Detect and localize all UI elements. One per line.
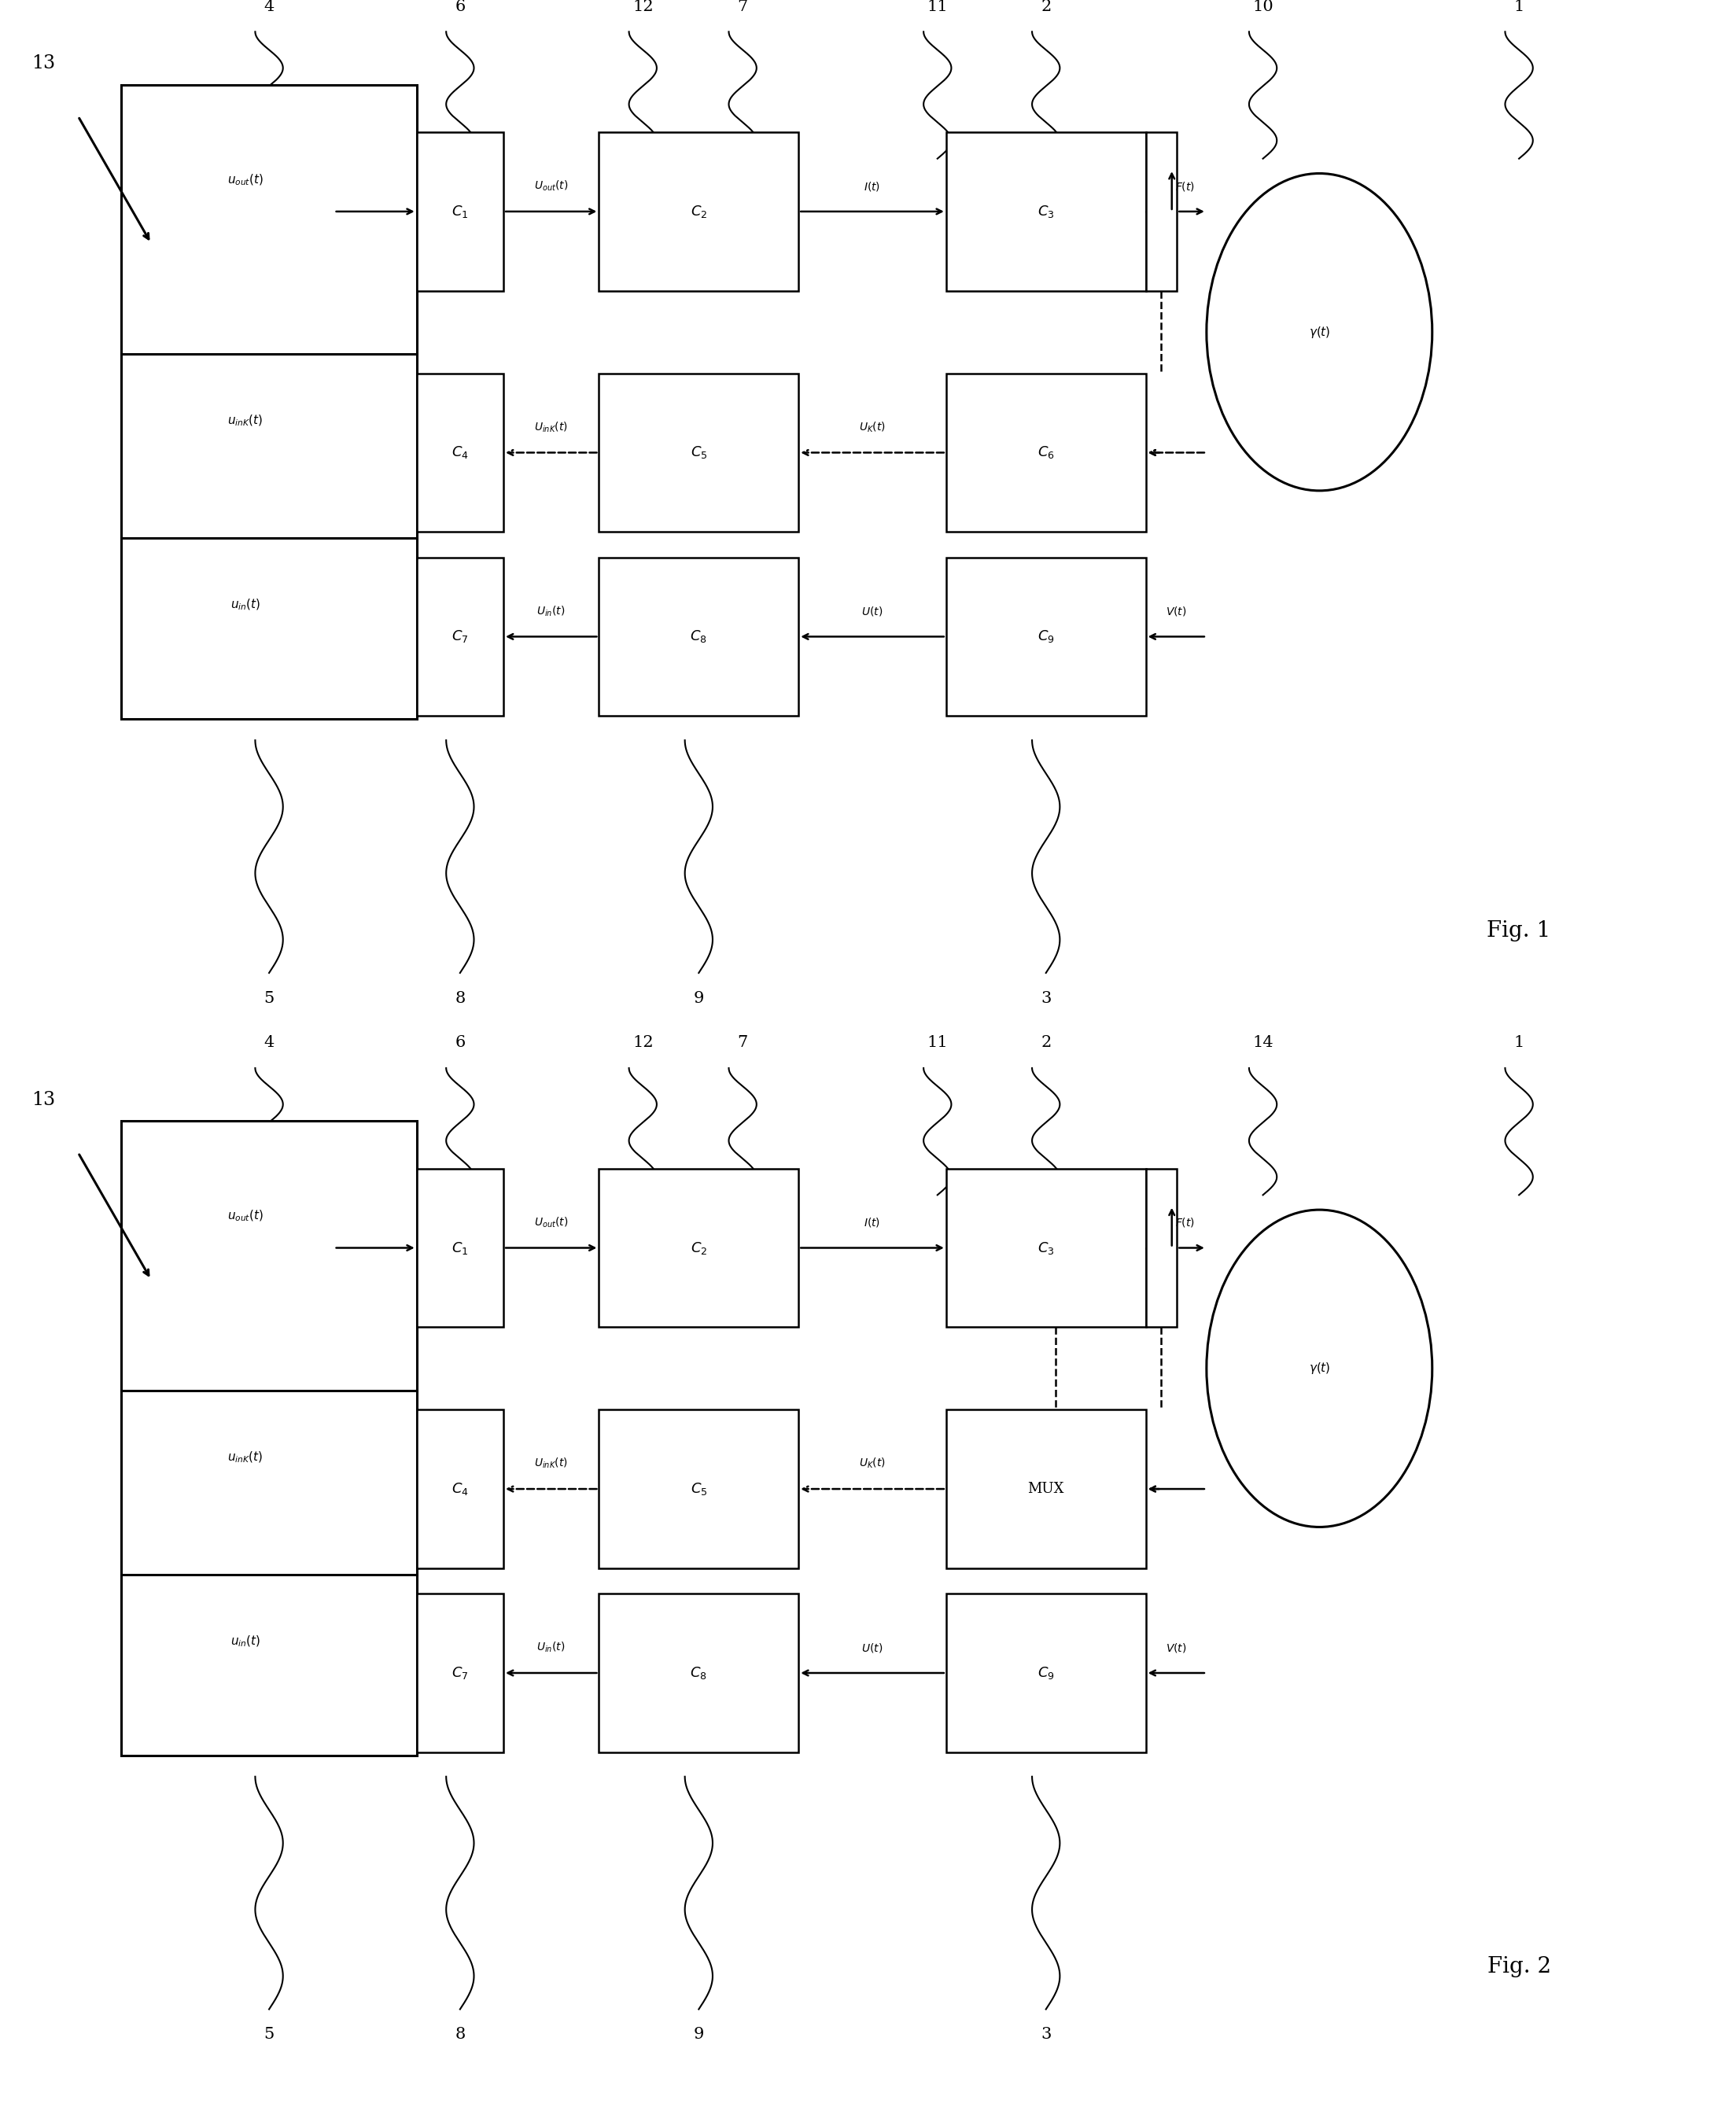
Bar <box>599 1595 799 1751</box>
Bar <box>122 85 417 719</box>
Bar <box>1146 131 1177 290</box>
Text: 2: 2 <box>1040 0 1052 15</box>
Text: $C_1$: $C_1$ <box>451 203 469 220</box>
Text: $u_{in}(t)$: $u_{in}(t)$ <box>231 1635 260 1648</box>
Bar <box>417 1167 503 1328</box>
Bar <box>417 1409 503 1567</box>
Text: $\gamma(t)$: $\gamma(t)$ <box>1309 1360 1330 1377</box>
Text: 1: 1 <box>1514 1034 1524 1051</box>
Text: $V(t)$: $V(t)$ <box>1165 1641 1187 1654</box>
Text: 11: 11 <box>927 0 948 15</box>
Bar <box>599 556 799 715</box>
Text: 11: 11 <box>927 1034 948 1051</box>
Bar <box>946 372 1146 531</box>
Text: 5: 5 <box>264 990 274 1007</box>
Text: 7: 7 <box>738 0 748 15</box>
Text: $C_9$: $C_9$ <box>1038 628 1054 645</box>
Text: $F(t)$: $F(t)$ <box>1175 180 1194 192</box>
Text: 1: 1 <box>1514 0 1524 15</box>
Text: $I(t)$: $I(t)$ <box>865 180 880 192</box>
Text: $F(t)$: $F(t)$ <box>1175 1216 1194 1229</box>
Text: Fig. 2: Fig. 2 <box>1488 1956 1550 1978</box>
Text: $C_8$: $C_8$ <box>691 628 707 645</box>
Bar <box>946 556 1146 715</box>
Bar <box>599 1167 799 1328</box>
Text: 5: 5 <box>264 2026 274 2043</box>
Text: $U_K(t)$: $U_K(t)$ <box>859 421 885 434</box>
Bar <box>599 372 799 531</box>
Text: 7: 7 <box>738 1034 748 1051</box>
Text: 10: 10 <box>1252 0 1274 15</box>
Bar <box>1146 1167 1177 1328</box>
Text: $u_{inK}(t)$: $u_{inK}(t)$ <box>227 1451 264 1464</box>
Text: $C_7$: $C_7$ <box>451 628 469 645</box>
Text: MUX: MUX <box>1028 1483 1064 1495</box>
Text: $U_{in}(t)$: $U_{in}(t)$ <box>536 605 566 618</box>
Text: $U_K(t)$: $U_K(t)$ <box>859 1457 885 1470</box>
Text: $C_1$: $C_1$ <box>451 1239 469 1256</box>
Bar <box>946 1167 1146 1328</box>
Text: $u_{in}(t)$: $u_{in}(t)$ <box>231 599 260 611</box>
Text: 3: 3 <box>1040 990 1052 1007</box>
Bar <box>417 1595 503 1751</box>
Text: $U(t)$: $U(t)$ <box>861 605 884 618</box>
Text: $u_{out}(t)$: $u_{out}(t)$ <box>227 1210 264 1222</box>
Ellipse shape <box>1207 1210 1432 1527</box>
Text: $C_3$: $C_3$ <box>1038 203 1054 220</box>
Bar <box>417 131 503 290</box>
Text: $U_{inK}(t)$: $U_{inK}(t)$ <box>535 421 568 434</box>
Bar <box>946 131 1146 290</box>
Text: $C_5$: $C_5$ <box>691 1480 707 1497</box>
Text: $u_{inK}(t)$: $u_{inK}(t)$ <box>227 415 264 427</box>
Text: $C_4$: $C_4$ <box>451 444 469 461</box>
Text: 12: 12 <box>632 1034 653 1051</box>
Text: 6: 6 <box>455 0 465 15</box>
Bar <box>599 1409 799 1567</box>
Text: $C_7$: $C_7$ <box>451 1665 469 1681</box>
Bar <box>599 131 799 290</box>
Text: $U(t)$: $U(t)$ <box>861 1641 884 1654</box>
Bar <box>946 1595 1146 1751</box>
Text: $U_{inK}(t)$: $U_{inK}(t)$ <box>535 1457 568 1470</box>
Text: 13: 13 <box>31 55 56 72</box>
Text: $C_5$: $C_5$ <box>691 444 707 461</box>
Text: 13: 13 <box>31 1091 56 1108</box>
Text: $C_4$: $C_4$ <box>451 1480 469 1497</box>
Text: 4: 4 <box>264 1034 274 1051</box>
Text: 8: 8 <box>455 990 465 1007</box>
Text: $C_9$: $C_9$ <box>1038 1665 1054 1681</box>
Text: $U_{out}(t)$: $U_{out}(t)$ <box>535 1216 568 1229</box>
Text: 8: 8 <box>455 2026 465 2043</box>
Text: $u_{out}(t)$: $u_{out}(t)$ <box>227 173 264 186</box>
Text: $\gamma(t)$: $\gamma(t)$ <box>1309 324 1330 341</box>
Text: 9: 9 <box>693 990 705 1007</box>
Text: 3: 3 <box>1040 2026 1052 2043</box>
Bar <box>122 1121 417 1755</box>
Bar <box>417 372 503 531</box>
Text: $C_8$: $C_8$ <box>691 1665 707 1681</box>
Text: 12: 12 <box>632 0 653 15</box>
Text: $C_6$: $C_6$ <box>1038 444 1054 461</box>
Bar <box>417 556 503 715</box>
Text: 4: 4 <box>264 0 274 15</box>
Text: $V(t)$: $V(t)$ <box>1165 605 1187 618</box>
Ellipse shape <box>1207 173 1432 491</box>
Text: 14: 14 <box>1252 1034 1274 1051</box>
Text: $C_2$: $C_2$ <box>691 203 707 220</box>
Text: $U_{out}(t)$: $U_{out}(t)$ <box>535 180 568 192</box>
Bar <box>946 1409 1146 1567</box>
Text: Fig. 1: Fig. 1 <box>1488 920 1550 941</box>
Text: 9: 9 <box>693 2026 705 2043</box>
Text: $I(t)$: $I(t)$ <box>865 1216 880 1229</box>
Text: $U_{in}(t)$: $U_{in}(t)$ <box>536 1641 566 1654</box>
Text: 6: 6 <box>455 1034 465 1051</box>
Text: $C_3$: $C_3$ <box>1038 1239 1054 1256</box>
Text: 2: 2 <box>1040 1034 1052 1051</box>
Text: $C_2$: $C_2$ <box>691 1239 707 1256</box>
